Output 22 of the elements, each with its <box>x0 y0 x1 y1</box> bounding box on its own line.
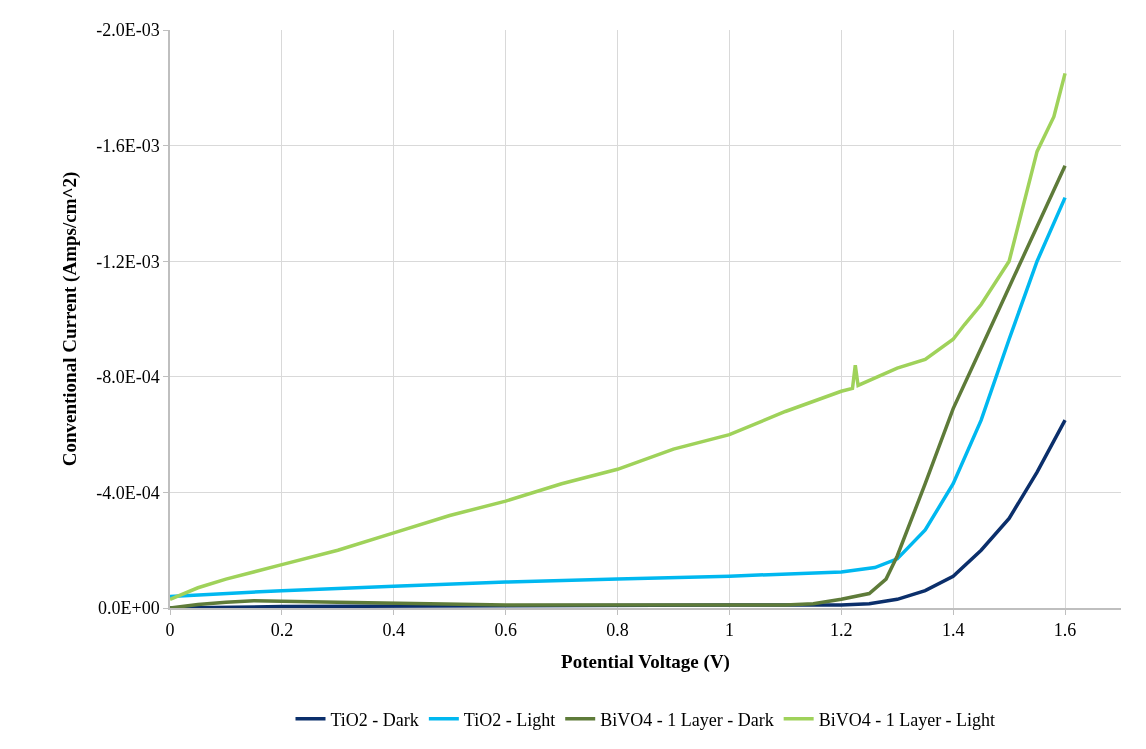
x-tick-label: 1.4 <box>941 620 965 641</box>
x-axis-title: Potential Voltage (V) <box>561 650 730 673</box>
x-tick-label: 0 <box>165 620 175 641</box>
legend-label: BiVO4 - 1 Layer - Light <box>818 709 996 730</box>
y-axis-title: Conventional Current (Amps/cm^2) <box>58 171 81 467</box>
x-tick-label: 1.6 <box>1053 620 1077 641</box>
legend-label: BiVO4 - 1 Layer - Dark <box>600 709 774 730</box>
y-tick-label: -4.0E-04 <box>96 482 160 503</box>
x-tick-label: 0.6 <box>494 620 517 641</box>
x-tick-label: 1 <box>724 620 734 641</box>
x-tick-label: 0.2 <box>270 620 294 641</box>
legend-label: TiO2 - Dark <box>330 709 419 730</box>
x-tick-label: 1.2 <box>830 620 853 641</box>
y-tick-label: 0.0E+00 <box>97 598 160 619</box>
y-tick-label: -1.6E-03 <box>96 135 160 156</box>
line-series <box>170 71 1067 602</box>
x-tick-label: 0.8 <box>606 620 629 641</box>
y-tick-label: -2.0E-03 <box>96 20 160 41</box>
y-tick-label: -8.0E-04 <box>96 367 160 388</box>
y-tick-label: -1.2E-03 <box>96 251 160 272</box>
x-tick-label: 0.4 <box>382 620 406 641</box>
legend-label: TiO2 - Light <box>463 709 556 730</box>
